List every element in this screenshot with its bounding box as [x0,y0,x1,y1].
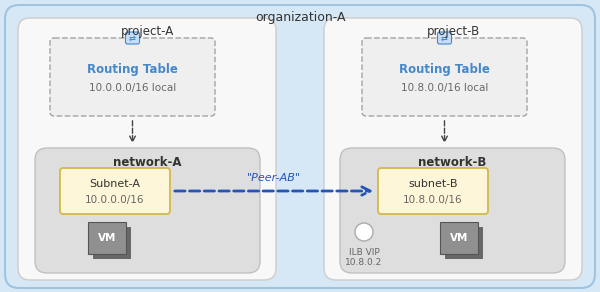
Text: ⇄: ⇄ [129,34,136,43]
Text: 10.0.0.0/16: 10.0.0.0/16 [85,195,145,205]
Text: "Peer-AB": "Peer-AB" [247,173,301,183]
Text: VM: VM [450,233,468,243]
Text: subnet-B: subnet-B [408,179,458,189]
FancyBboxPatch shape [340,148,565,273]
FancyBboxPatch shape [50,38,215,116]
Text: 10.0.0.0/16 local: 10.0.0.0/16 local [89,83,176,93]
FancyBboxPatch shape [378,168,488,214]
FancyBboxPatch shape [437,32,452,44]
FancyBboxPatch shape [125,32,139,44]
Text: organization-A: organization-A [255,11,345,23]
Text: Routing Table: Routing Table [87,63,178,77]
Circle shape [355,223,373,241]
FancyBboxPatch shape [60,168,170,214]
Text: ILB VIP
10.8.0.2: ILB VIP 10.8.0.2 [346,248,383,267]
FancyBboxPatch shape [362,38,527,116]
Text: Routing Table: Routing Table [399,63,490,77]
FancyBboxPatch shape [324,18,582,280]
FancyBboxPatch shape [18,18,276,280]
FancyBboxPatch shape [35,148,260,273]
Text: project-B: project-B [427,25,479,37]
Text: network-A: network-A [113,156,182,168]
Bar [440,222,478,254]
Bar [93,227,131,259]
FancyBboxPatch shape [5,5,595,288]
Text: Subnet-A: Subnet-A [89,179,140,189]
Text: 10.8.0.0/16 local: 10.8.0.0/16 local [401,83,488,93]
Text: project-A: project-A [121,25,173,37]
Bar [88,222,126,254]
Text: VM: VM [98,233,116,243]
Text: network-B: network-B [418,156,487,168]
Text: 10.8.0.0/16: 10.8.0.0/16 [403,195,463,205]
Bar [445,227,483,259]
Text: ⇄: ⇄ [441,34,448,43]
